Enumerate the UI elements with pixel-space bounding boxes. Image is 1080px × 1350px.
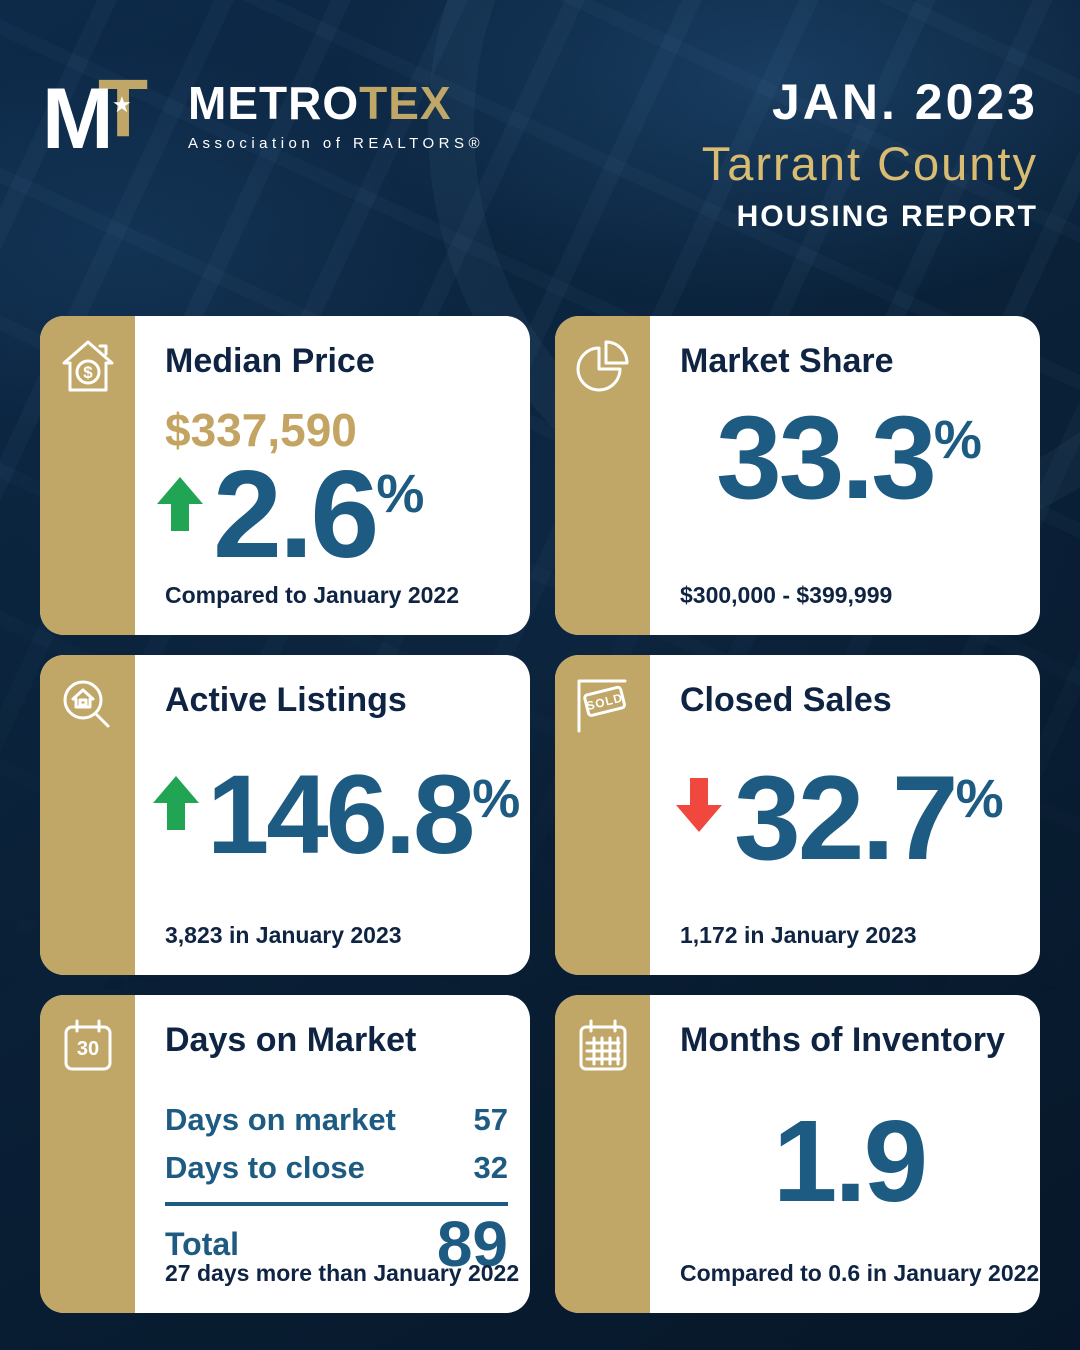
brand-tex: TEX — [359, 77, 452, 129]
brand-metro: METRO — [188, 77, 360, 129]
header: T M ★ METROTEX Association of REALTORS® … — [42, 63, 1038, 234]
brand-name: METROTEX — [188, 80, 484, 126]
percent-change: 32.7 % — [676, 751, 1018, 885]
brand-tagline: Association of REALTORS® — [188, 135, 485, 152]
report-heading: JAN. 2023 Tarrant County HOUSING REPORT — [702, 70, 1038, 234]
total-divider — [165, 1202, 508, 1206]
total-value: 89 — [436, 1208, 508, 1280]
gold-band: 30 — [40, 995, 135, 1313]
star-icon: ★ — [112, 92, 132, 117]
percent-sign: % — [472, 769, 521, 829]
svg-text:$: $ — [83, 363, 93, 382]
card-title: Active Listings — [165, 681, 407, 719]
logo-text: METROTEX Association of REALTORS® — [188, 70, 484, 152]
percent-sign: % — [955, 769, 1004, 829]
card-days-on-market: 30 Days on Market Days on market 57 Days… — [40, 995, 530, 1313]
logo-t-glyph: T — [98, 63, 148, 154]
card-title: Closed Sales — [680, 681, 892, 719]
gold-band — [555, 316, 650, 635]
row-value: 57 — [473, 1102, 508, 1137]
down-arrow-icon — [676, 778, 722, 832]
median-price-value: $337,590 — [165, 404, 357, 456]
calendar-30-icon: 30 — [64, 1019, 111, 1071]
comparison-note: Compared to 0.6 in January 2022 — [680, 1260, 1040, 1286]
card-title: Months of Inventory — [680, 1021, 1005, 1059]
percent-value: 2.6 — [213, 446, 379, 584]
price-range-note: $300,000 - $399,999 — [680, 582, 893, 608]
comparison-note: 27 days more than January 2022 — [165, 1260, 520, 1286]
house-search-icon — [63, 680, 109, 728]
percent-sign: % — [376, 464, 425, 524]
row-label: Days to close — [165, 1150, 365, 1185]
inventory-value: 1.9 — [680, 1096, 1018, 1226]
card-title: Median Price — [165, 342, 375, 380]
percent-change: 2.6 % — [157, 446, 508, 584]
card-title: Market Share — [680, 342, 894, 380]
card-months-of-inventory: Months of Inventory 1.9 Compared to 0.6 … — [555, 995, 1040, 1313]
card-closed-sales: SOLD Closed Sales 32.7 % 1,172 in Januar… — [555, 655, 1040, 975]
row-value: 32 — [473, 1150, 508, 1185]
card-content: Closed Sales 32.7 % 1,172 in January 202… — [650, 655, 1040, 975]
sold-sign-icon: SOLD — [577, 679, 626, 733]
count-note: 1,172 in January 2023 — [680, 922, 917, 948]
total-row: Total 89 — [165, 1208, 508, 1280]
pie-chart-icon — [576, 340, 628, 392]
up-arrow-icon — [157, 477, 203, 531]
card-content: Median Price $337,590 2.6 % Compared to … — [135, 316, 530, 635]
calendar-grid-icon — [579, 1019, 626, 1071]
percent-value: 146.8 — [207, 752, 475, 877]
card-active-listings: Active Listings 146.8 % 3,823 in January… — [40, 655, 530, 975]
card-median-price: $ Median Price $337,590 2.6 % Compared t… — [40, 316, 530, 635]
table-row: Days to close 32 — [165, 1150, 508, 1186]
market-share-value: 33.3 % — [680, 392, 1018, 524]
count-note: 3,823 in January 2023 — [165, 922, 402, 948]
card-content: Active Listings 146.8 % 3,823 in January… — [135, 655, 530, 975]
metrotex-logo: T M ★ METROTEX Association of REALTORS® — [42, 63, 484, 167]
days-table: Days on market 57 Days to close 32 Total… — [165, 1102, 508, 1280]
report-county: Tarrant County — [701, 136, 1038, 190]
percent-value: 33.3 — [716, 392, 937, 524]
stats-grid: $ Median Price $337,590 2.6 % Compared t… — [40, 316, 1040, 1313]
percent-change: 146.8 % — [153, 752, 521, 877]
logo-m-glyph: M — [42, 71, 114, 167]
card-content: Market Share 33.3 % $300,000 - $399,999 — [650, 316, 1040, 635]
card-market-share: Market Share 33.3 % $300,000 - $399,999 — [555, 316, 1040, 635]
gold-band — [555, 995, 650, 1313]
card-content: Days on Market Days on market 57 Days to… — [135, 995, 530, 1313]
up-arrow-icon — [153, 776, 199, 830]
percent-sign: % — [933, 410, 982, 470]
house-dollar-icon: $ — [62, 340, 113, 392]
metrotex-logo-mark: T M ★ — [42, 63, 170, 167]
comparison-note: Compared to January 2022 — [165, 582, 460, 608]
card-content: Months of Inventory 1.9 Compared to 0.6 … — [650, 995, 1040, 1313]
gold-band — [40, 655, 135, 975]
gold-band: SOLD — [555, 655, 650, 975]
percent-value: 32.7 — [734, 751, 959, 885]
svg-text:30: 30 — [76, 1038, 98, 1060]
table-row: Days on market 57 — [165, 1102, 508, 1138]
months-value: 1.9 — [772, 1096, 928, 1226]
total-label: Total — [165, 1226, 240, 1263]
card-title: Days on Market — [165, 1021, 417, 1059]
report-date: JAN. 2023 — [771, 74, 1038, 130]
report-type: HOUSING REPORT — [736, 199, 1038, 233]
row-label: Days on market — [165, 1102, 396, 1137]
gold-band: $ — [40, 316, 135, 635]
